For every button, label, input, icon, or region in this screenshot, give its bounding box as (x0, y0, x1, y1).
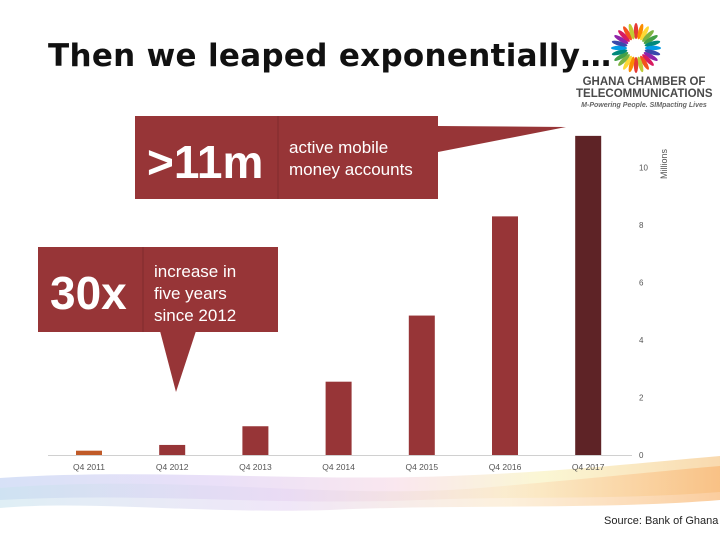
y-tick-label: 4 (639, 336, 644, 345)
callout-box (38, 247, 278, 332)
sunburst-petal (637, 23, 644, 40)
callout-big-text: 30x (50, 267, 127, 319)
sunburst-petal (623, 26, 632, 41)
sunburst-petal (640, 55, 649, 70)
bar-q4-2014 (325, 381, 352, 455)
sunburst-petal (644, 40, 661, 47)
slide-title: Then we leaped exponentially… (48, 38, 612, 74)
y-axis-label: Millions (659, 149, 669, 180)
logo-text-line1: GHANA CHAMBER OF (582, 76, 706, 88)
sunburst-petal (623, 55, 632, 70)
callout-box (135, 116, 438, 199)
x-tick-label: Q4 2015 (405, 462, 438, 472)
sunburst-petal (614, 35, 629, 44)
sunburst-petal (611, 40, 628, 47)
y-tick-label: 8 (639, 221, 644, 230)
x-tick-label: Q4 2012 (156, 462, 189, 472)
bar-q4-2016 (492, 216, 518, 455)
callout-big-text: >11m (147, 136, 263, 188)
x-tick-label: Q4 2017 (572, 462, 605, 472)
sunburst-petal (611, 49, 628, 56)
callout-small-text: since 2012 (154, 306, 236, 325)
sunburst-petal (614, 52, 629, 61)
sunburst-petal (611, 45, 627, 51)
bar-q4-2017 (575, 135, 602, 455)
sunburst-petal (618, 54, 630, 66)
sunburst-petal (637, 56, 644, 73)
bar-q4-2013 (242, 426, 269, 455)
x-tick-label: Q4 2016 (489, 462, 522, 472)
sunburst-petal (643, 52, 658, 61)
sunburst-logo-icon (611, 23, 661, 73)
sunburst-petal (644, 49, 661, 56)
decorative-swoosh (0, 456, 720, 511)
sunburst-petal (642, 54, 654, 66)
callout-small-text: five years (154, 284, 227, 303)
y-tick-label: 2 (639, 394, 644, 403)
callout-pointer (160, 331, 196, 392)
sunburst-petal (643, 35, 658, 44)
source-note: Source: Bank of Ghana (604, 515, 719, 527)
bar-q4-2011 (76, 450, 102, 455)
sunburst-petal (642, 30, 654, 42)
sunburst-petal (633, 23, 639, 39)
sunburst-petal (640, 26, 649, 41)
logo-text-line2: TELECOMMUNICATIONS (576, 88, 713, 100)
bar-q4-2012 (159, 444, 186, 455)
ghana-chamber-logo: GHANA CHAMBER OF TELECOMMUNICATIONS M-Po… (576, 20, 713, 112)
callout-small-text: active mobile (289, 138, 388, 157)
sunburst-petal (628, 23, 635, 40)
y-tick-label: 6 (639, 279, 644, 288)
y-tick-label: 0 (639, 451, 644, 460)
sunburst-petal (628, 56, 635, 73)
callout-pointer (438, 126, 566, 152)
y-tick-label: 10 (639, 164, 648, 173)
callout-small-text: increase in (154, 262, 236, 281)
sunburst-petal (645, 45, 661, 51)
logo-tagline: M-Powering People. SIMpacting Lives (581, 102, 707, 109)
callout-small-text: money accounts (289, 160, 413, 179)
x-tick-label: Q4 2011 (73, 462, 105, 472)
x-tick-label: Q4 2014 (322, 462, 355, 472)
sunburst-petal (633, 57, 639, 73)
x-tick-label: Q4 2013 (239, 462, 272, 472)
sunburst-petal (618, 30, 630, 42)
bar-q4-2015 (408, 315, 435, 455)
